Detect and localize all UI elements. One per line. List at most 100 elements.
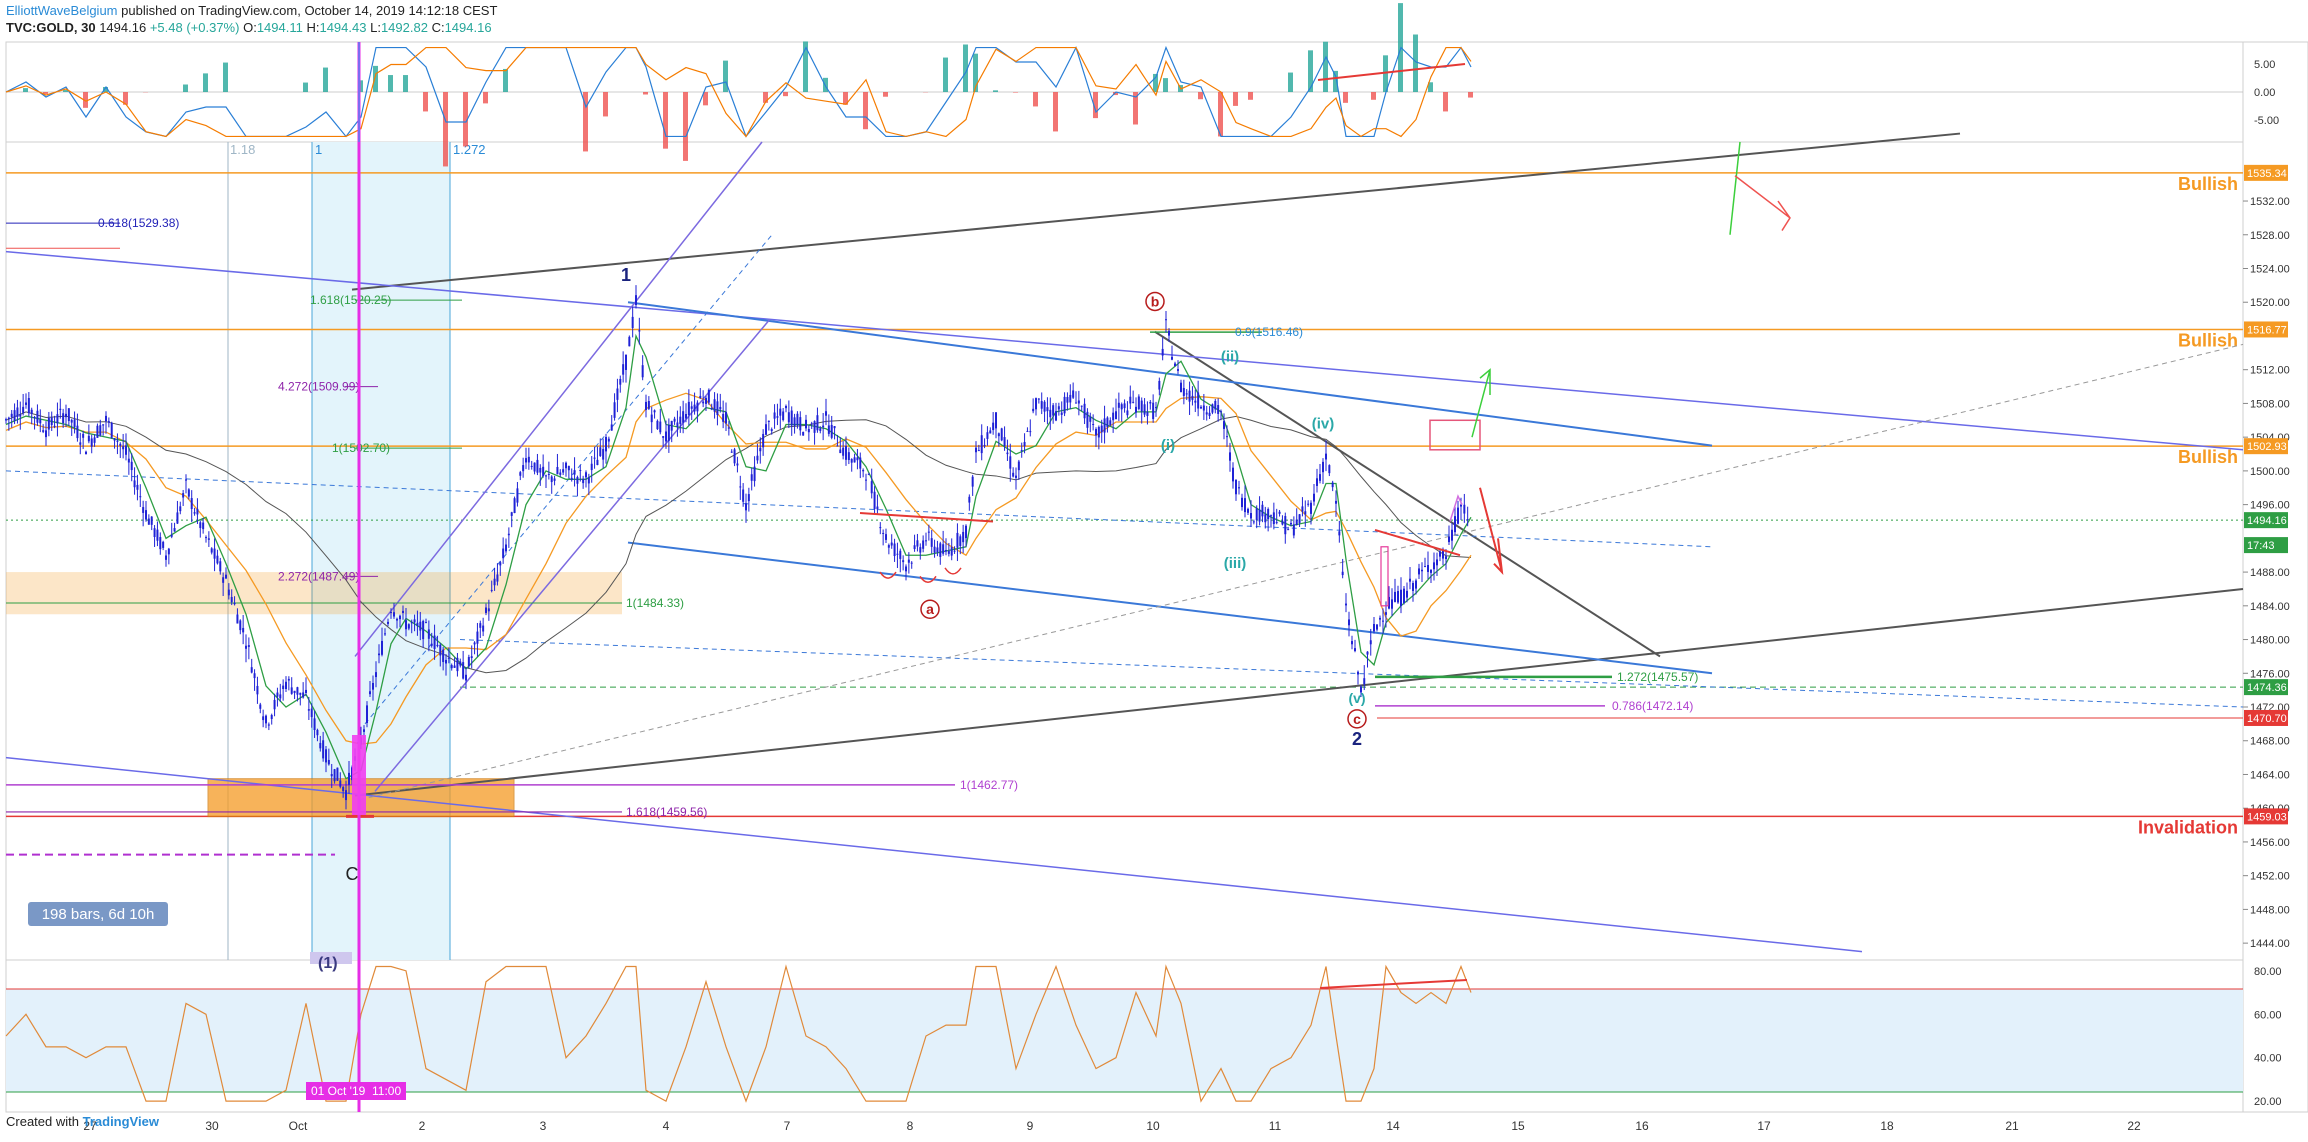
candle-body bbox=[182, 493, 185, 498]
candle-body bbox=[313, 718, 316, 730]
price-zones: Bullish Bullish Bullish Invalidation bbox=[6, 172, 2243, 837]
candle-body bbox=[287, 678, 290, 681]
macd-histogram-bar bbox=[993, 90, 998, 92]
macd-histogram-bar bbox=[723, 60, 728, 92]
candle-body bbox=[1382, 620, 1384, 622]
candle-body bbox=[1080, 405, 1083, 407]
candle-body bbox=[1060, 412, 1063, 415]
candle-body bbox=[262, 716, 265, 721]
candle-body bbox=[67, 408, 70, 422]
macd-histogram-bar bbox=[1198, 92, 1203, 100]
candle-body bbox=[559, 472, 562, 475]
candle-body bbox=[1238, 487, 1240, 489]
candle-body bbox=[659, 421, 662, 433]
candle-body bbox=[896, 553, 899, 555]
rsi-indicator bbox=[5, 964, 1472, 1103]
red-neckline-mark bbox=[859, 512, 994, 523]
wave-label-circle bbox=[920, 599, 940, 619]
candle-body bbox=[462, 662, 465, 679]
candle-body bbox=[1182, 387, 1185, 396]
candle-body bbox=[1235, 479, 1237, 495]
candle-body bbox=[1075, 402, 1077, 404]
candle-body bbox=[1331, 482, 1334, 488]
candle-body bbox=[330, 774, 333, 777]
candle-body bbox=[1424, 566, 1426, 568]
candle-body bbox=[33, 417, 36, 419]
candle-body bbox=[127, 458, 130, 463]
candle-body bbox=[519, 472, 522, 476]
candle-body bbox=[487, 608, 490, 612]
time-tick-label: 30 bbox=[205, 1119, 219, 1133]
fib-time-label-1: 1 bbox=[315, 142, 322, 157]
wave-label: (v) bbox=[1348, 690, 1365, 706]
high-value: 1494.43 bbox=[319, 20, 367, 35]
candle-body bbox=[527, 456, 530, 463]
candle-body bbox=[602, 448, 605, 460]
candle-body bbox=[942, 544, 945, 554]
candle-body bbox=[638, 330, 641, 332]
candle-body bbox=[199, 522, 202, 529]
candle-body bbox=[416, 622, 419, 627]
lower-dashed-line bbox=[459, 639, 2244, 708]
price-badge bbox=[2244, 537, 2288, 554]
wave-a-mark bbox=[879, 571, 897, 579]
macd-histogram-bar bbox=[1013, 92, 1018, 93]
candle-body bbox=[933, 546, 936, 553]
chart-header: ElliottWaveBelgium published on TradingV… bbox=[6, 2, 497, 36]
candle-body bbox=[73, 419, 76, 428]
price-tick-label: 1476.00 bbox=[2250, 668, 2290, 680]
candle-body bbox=[470, 656, 473, 659]
candle-body bbox=[5, 419, 7, 421]
candle-body bbox=[971, 476, 974, 487]
candle-body bbox=[1217, 405, 1220, 414]
candle-body bbox=[1066, 397, 1069, 403]
symbol-label[interactable]: TVC:GOLD, 30 bbox=[6, 20, 96, 35]
candle-body bbox=[682, 411, 685, 423]
macd-histogram-bar bbox=[763, 92, 768, 103]
candle-body bbox=[975, 447, 977, 453]
candle-body bbox=[372, 682, 374, 690]
candle-body bbox=[405, 620, 407, 630]
candle-body bbox=[825, 411, 827, 416]
candle-body bbox=[1397, 591, 1399, 603]
candle-body bbox=[739, 486, 742, 488]
purple-mini-arrow bbox=[1449, 494, 1463, 522]
fib-label: 0.9(1516.46) bbox=[1235, 325, 1303, 339]
candle-body bbox=[707, 389, 710, 403]
macd-histogram-bar bbox=[403, 75, 408, 92]
candle-body bbox=[542, 466, 545, 477]
candle-body bbox=[1063, 396, 1066, 414]
candle-body bbox=[473, 642, 476, 645]
wave-a-mark bbox=[944, 567, 962, 575]
candle-body bbox=[1197, 392, 1200, 409]
candle-body bbox=[767, 420, 770, 422]
candle-body bbox=[628, 336, 631, 347]
candle-body bbox=[1046, 407, 1049, 412]
price-axis[interactable] bbox=[2242, 41, 2308, 1113]
candle-body bbox=[479, 623, 482, 628]
candle-body bbox=[747, 494, 750, 502]
candle-body bbox=[402, 610, 404, 613]
candle-body bbox=[1379, 617, 1381, 620]
red-resistance-mark bbox=[1374, 528, 1461, 557]
tradingview-logo[interactable]: TradingView bbox=[82, 1114, 159, 1129]
candle-body bbox=[1103, 418, 1106, 433]
candle-body bbox=[56, 414, 59, 424]
candle-body bbox=[1174, 363, 1176, 367]
candle-body bbox=[850, 459, 853, 463]
candle-body bbox=[1017, 461, 1020, 471]
candle-body bbox=[342, 787, 345, 792]
author-link[interactable]: ElliottWaveBelgium bbox=[6, 3, 118, 18]
candle-body bbox=[699, 395, 702, 399]
candle-body bbox=[325, 749, 327, 763]
candle-body bbox=[1035, 398, 1037, 410]
price-change: +5.48 (+0.37%) bbox=[149, 20, 240, 35]
candle-body bbox=[1057, 406, 1060, 410]
macd-histogram-bar bbox=[1308, 50, 1313, 92]
candle-body bbox=[265, 715, 267, 724]
wave-label: b bbox=[1151, 293, 1160, 309]
mid-channel-dashed bbox=[5, 470, 1713, 548]
candle-body bbox=[995, 412, 997, 429]
candle-body bbox=[516, 488, 519, 503]
